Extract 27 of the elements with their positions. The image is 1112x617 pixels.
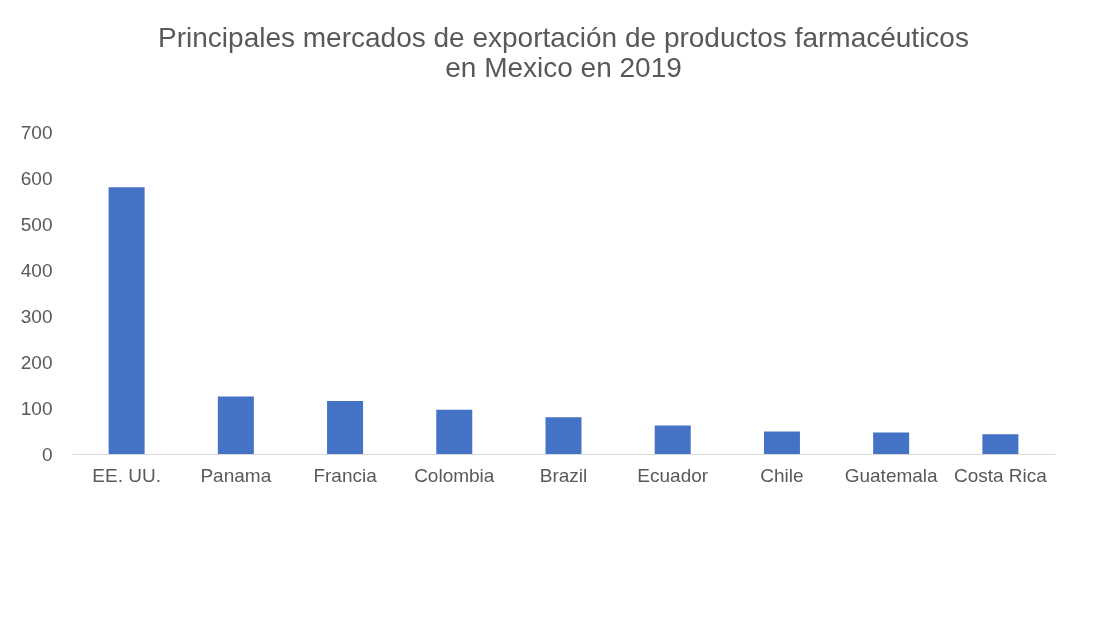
x-tick-label: Brazil xyxy=(539,464,588,486)
bar xyxy=(217,396,254,454)
bar xyxy=(545,417,582,454)
chart-title: Principales mercados de exportación de productos farmacéuticos en Mexico en 2019 xyxy=(158,22,969,83)
bar xyxy=(108,187,145,454)
x-tick-label: EE. UU. xyxy=(92,464,161,486)
bar xyxy=(436,409,473,454)
y-tick-label: 200 xyxy=(20,351,53,373)
bar xyxy=(327,401,364,454)
y-tick-label: 500 xyxy=(20,213,53,235)
bar xyxy=(654,425,691,454)
x-tick-label: Ecuador xyxy=(637,464,709,486)
x-tick-label: Francia xyxy=(313,464,378,486)
y-tick-label: 100 xyxy=(20,397,53,419)
x-tick-label: Guatemala xyxy=(844,464,939,486)
bar xyxy=(873,432,910,454)
x-tick-label: Costa Rica xyxy=(953,464,1048,486)
y-tick-label: 700 xyxy=(20,121,53,143)
y-tick-label: 400 xyxy=(20,259,53,281)
y-tick-label: 0 xyxy=(41,443,53,465)
x-tick-label: Chile xyxy=(760,464,804,486)
x-tick-label: Panama xyxy=(200,464,272,486)
y-tick-label: 600 xyxy=(20,167,53,189)
y-tick-label: 300 xyxy=(20,305,53,327)
x-tick-label: Colombia xyxy=(414,464,495,486)
bar xyxy=(982,434,1019,454)
bar xyxy=(763,431,800,454)
